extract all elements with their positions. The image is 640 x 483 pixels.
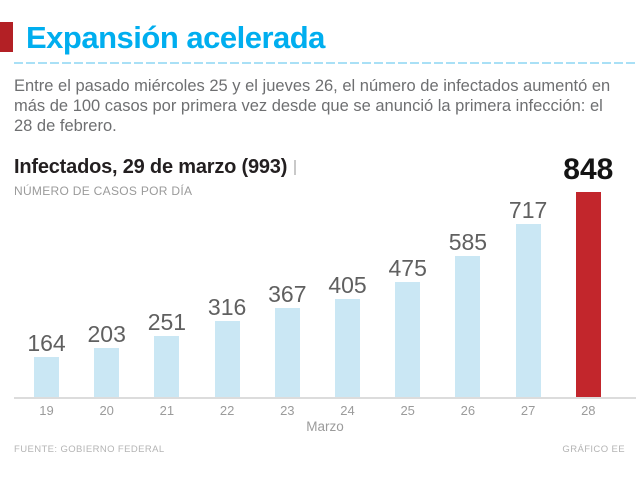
bar-chart: Marzo 164 19 203 20 251 21 316 22 367 23 405 24 475 2…: [14, 153, 636, 451]
intro-line: más de 100 casos por primera vez desde q…: [14, 97, 603, 115]
x-tick-label: 21: [159, 403, 175, 418]
chart-subtitle: NÚMERO DE CASOS POR DÍA: [14, 184, 193, 198]
bar-20: [94, 348, 120, 397]
bar-24: [335, 299, 360, 397]
x-tick-label: 26: [460, 403, 476, 418]
x-tick-label: 27: [520, 403, 536, 418]
bar-value-label: 164: [27, 330, 66, 356]
bar-value-label: 585: [448, 229, 488, 255]
bar-25: [395, 282, 421, 397]
x-tick-label: 24: [340, 403, 355, 418]
bar-21: [154, 336, 180, 397]
x-tick-label: 22: [219, 403, 235, 418]
bar-value-label: 203: [87, 321, 126, 347]
bar-27: [515, 224, 541, 397]
bar-22: [214, 321, 240, 397]
bar-23: [274, 308, 300, 397]
bar-value-label: 251: [147, 309, 187, 335]
x-tick-label: 19: [39, 403, 54, 418]
bar-value-label: 316: [207, 294, 247, 320]
title-separator: [14, 62, 636, 64]
bar-19: [34, 357, 59, 397]
x-tick-label: 20: [99, 403, 114, 418]
chart-footer: FUENTE: GOBIERNO FEDERAL GRÁFICO EE: [14, 444, 625, 455]
bar-26: [455, 256, 481, 397]
intro-paragraph: Entre el pasado miércoles 25 y el jueves…: [14, 76, 634, 136]
x-tick-label: 28: [581, 403, 596, 418]
bar-value-label: 848: [563, 153, 614, 186]
bar-value-label: 405: [328, 272, 367, 298]
credit-note: GRÁFICO EE: [562, 444, 625, 455]
title-end-tick: [294, 159, 297, 175]
bar-value-label: 717: [508, 197, 548, 223]
x-axis-title: Marzo: [306, 419, 344, 434]
x-tick-label: 23: [280, 403, 295, 418]
title-accent-square: [0, 22, 13, 52]
x-axis-line: [14, 397, 636, 399]
source-note: FUENTE: GOBIERNO FEDERAL: [14, 444, 165, 455]
chart-title: Infectados, 29 de marzo (993): [14, 155, 288, 178]
intro-line: 28 de febrero.: [14, 117, 117, 135]
x-tick-label: 25: [400, 403, 415, 418]
chart-title-row: Infectados, 29 de marzo (993): [14, 155, 297, 178]
bar-28: [575, 192, 601, 397]
page-title: Expansión acelerada: [26, 20, 325, 55]
bar-value-label: 367: [268, 281, 307, 307]
bar-value-label: 475: [388, 255, 427, 281]
intro-line: Entre el pasado miércoles 25 y el jueves…: [14, 77, 611, 95]
